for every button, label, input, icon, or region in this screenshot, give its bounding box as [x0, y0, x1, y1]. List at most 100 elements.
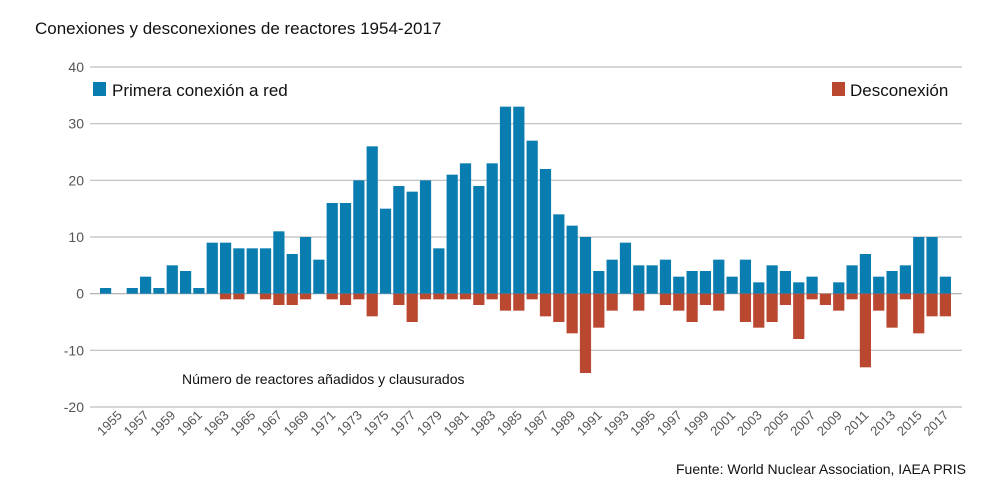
bar-desconexion-2008: [819, 293, 832, 305]
bar-desconexion-2016: [926, 293, 938, 317]
bar-desconexion-2011: [859, 293, 872, 368]
bar-desconexion-1991: [593, 293, 605, 328]
x-tick-label: 1977: [387, 408, 418, 439]
bar-desconexion-2012: [873, 293, 885, 311]
bar-desconexion-1978: [419, 293, 432, 300]
chart-annotation: Número de reactores añadidos y clausurad…: [182, 371, 465, 387]
bar-desconexion-2004: [766, 293, 778, 322]
x-tick-label: 1987: [521, 408, 552, 439]
bar-desconexion-1976: [393, 293, 405, 305]
bar-conexion-1970: [313, 259, 325, 294]
x-tick-label: 1975: [361, 408, 392, 439]
bar-desconexion-1990: [579, 293, 592, 373]
y-tick-label: 0: [76, 286, 84, 302]
bar-desconexion-1996: [659, 293, 672, 305]
bar-conexion-1959: [166, 265, 178, 294]
bar-conexion-2011: [859, 254, 872, 294]
bar-conexion-1962: [206, 242, 218, 294]
x-axis-ticks: 1955195719591961196319651967196919711973…: [94, 408, 952, 439]
bar-desconexion-1968: [286, 293, 298, 305]
x-tick-label: 2001: [707, 408, 738, 439]
x-tick-label: 2009: [814, 408, 845, 439]
bar-conexion-1972: [339, 203, 352, 294]
x-tick-label: 2017: [920, 408, 951, 439]
bar-conexion-1995: [646, 265, 658, 294]
bar-desconexion-2003: [753, 293, 765, 328]
bar-conexion-1973: [353, 180, 365, 294]
bar-conexion-1979: [433, 248, 445, 294]
bar-conexion-1983: [486, 163, 498, 294]
bar-conexion-1988: [553, 214, 565, 294]
bar-desconexion-1973: [353, 293, 365, 300]
bar-conexion-1991: [593, 271, 605, 294]
bar-conexion-1992: [606, 259, 618, 294]
bar-desconexion-2015: [913, 293, 925, 334]
bar-desconexion-1963: [219, 293, 232, 300]
bar-desconexion-1986: [526, 293, 538, 300]
legend-label-primera-conexion: Primera conexión a red: [112, 81, 288, 100]
bar-conexion-2005: [779, 271, 792, 294]
bar-conexion-1965: [246, 248, 258, 294]
bar-conexion-1967: [273, 231, 285, 294]
bar-desconexion-2014: [899, 293, 911, 300]
bar-desconexion-2017: [939, 293, 951, 317]
bar-desconexion-1989: [566, 293, 578, 334]
bar-conexion-1977: [406, 191, 418, 294]
y-tick-label: 40: [68, 59, 84, 75]
x-tick-label: 1979: [414, 408, 445, 439]
bar-desconexion-2005: [779, 293, 792, 305]
x-tick-label: 1971: [307, 408, 338, 439]
x-tick-label: 2011: [841, 408, 871, 438]
bar-conexion-1980: [446, 174, 458, 294]
x-tick-label: 1983: [467, 408, 498, 439]
bar-conexion-2002: [739, 259, 752, 294]
x-tick-label: 1957: [121, 408, 152, 439]
bar-desconexion-1987: [539, 293, 552, 317]
legend-item-primera-conexion: Primera conexión a red: [93, 81, 288, 100]
bar-desconexion-1980: [446, 293, 458, 300]
bar-conexion-1998: [686, 271, 698, 294]
bar-desconexion-1967: [273, 293, 285, 305]
x-tick-label: 1973: [334, 408, 365, 439]
x-tick-label: 1991: [574, 408, 605, 439]
x-tick-label: 1959: [147, 408, 178, 439]
bar-conexion-2000: [713, 259, 725, 294]
bar-conexion-1963: [219, 242, 232, 294]
bar-desconexion-1979: [433, 293, 445, 300]
bar-desconexion-1994: [633, 293, 645, 311]
bar-desconexion-1971: [326, 293, 338, 300]
bar-conexion-1966: [259, 248, 272, 294]
x-tick-label: 1981: [441, 408, 472, 439]
bar-conexion-1961: [193, 288, 205, 294]
x-tick-label: 1967: [254, 408, 285, 439]
bar-conexion-2017: [939, 276, 951, 294]
bar-desconexion-1983: [486, 293, 498, 300]
x-tick-label: 2005: [760, 408, 791, 439]
bar-desconexion-1988: [553, 293, 565, 322]
bar-conexion-2001: [726, 276, 738, 294]
bar-conexion-1982: [473, 186, 485, 294]
bar-conexion-2015: [913, 237, 925, 294]
bar-conexion-1989: [566, 225, 578, 294]
bar-conexion-2013: [886, 271, 898, 294]
bar-desconexion-2002: [739, 293, 752, 322]
bar-desconexion-1985: [513, 293, 525, 311]
bar-desconexion-2013: [886, 293, 898, 328]
legend-item-desconexion: Desconexión: [832, 81, 948, 100]
bar-desconexion-1984: [499, 293, 512, 311]
bar-conexion-1996: [659, 259, 672, 294]
x-tick-label: 1985: [494, 408, 525, 439]
bar-conexion-1960: [179, 271, 192, 294]
bar-conexion-1976: [393, 186, 405, 294]
bar-conexion-1974: [366, 146, 378, 294]
bar-conexion-2016: [926, 237, 938, 294]
bar-conexion-1986: [526, 140, 538, 294]
x-tick-label: 1989: [547, 408, 578, 439]
bar-desconexion-1969: [299, 293, 312, 300]
bar-conexion-1999: [699, 271, 712, 294]
x-tick-label: 1955: [94, 408, 125, 439]
bar-desconexion-1974: [366, 293, 378, 317]
bar-conexion-2004: [766, 265, 778, 294]
legend-swatch-red: [832, 82, 845, 96]
